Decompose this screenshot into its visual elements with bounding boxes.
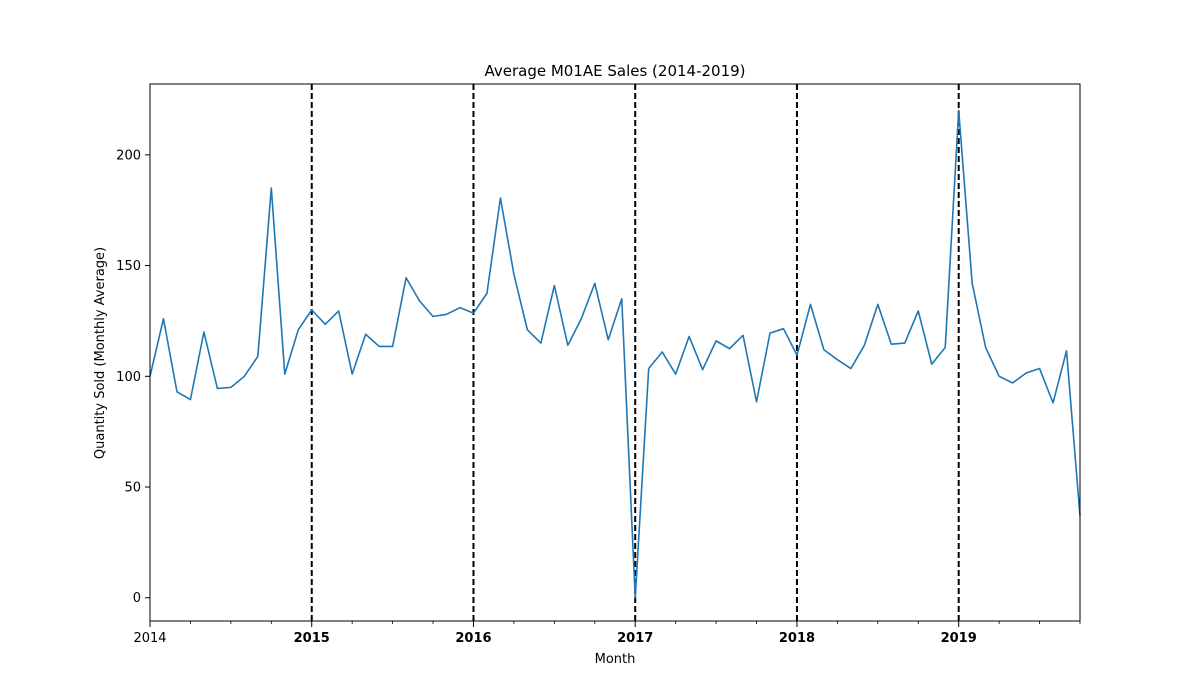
y-tick-label: 100: [116, 370, 141, 385]
x-tick-label: 2018: [779, 631, 815, 646]
y-tick-label: 200: [116, 148, 141, 163]
series-line: [149, 109, 1081, 599]
y-tick-label: 0: [133, 591, 141, 606]
x-tick-label: 2015: [294, 631, 330, 646]
x-tick-label: 2014: [133, 631, 166, 646]
x-axis-title: Month: [595, 652, 636, 667]
plot-background: [150, 84, 1080, 621]
plot-frame: [149, 83, 1081, 622]
x-tick-label: 2016: [455, 631, 491, 646]
x-tick-label: 2017: [617, 631, 653, 646]
y-axis-title: Quantity Sold (Monthly Average): [93, 247, 108, 459]
y-axis: 0 50 100 150 200: [116, 148, 150, 606]
chart-title: Average M01AE Sales (2014-2019): [484, 62, 745, 80]
y-tick-label: 150: [116, 259, 141, 274]
y-tick-label: 50: [124, 481, 141, 496]
x-axis: 2014 2015 2016 2017 2018 2019: [133, 621, 1081, 646]
x-tick-label: 2019: [941, 631, 977, 646]
